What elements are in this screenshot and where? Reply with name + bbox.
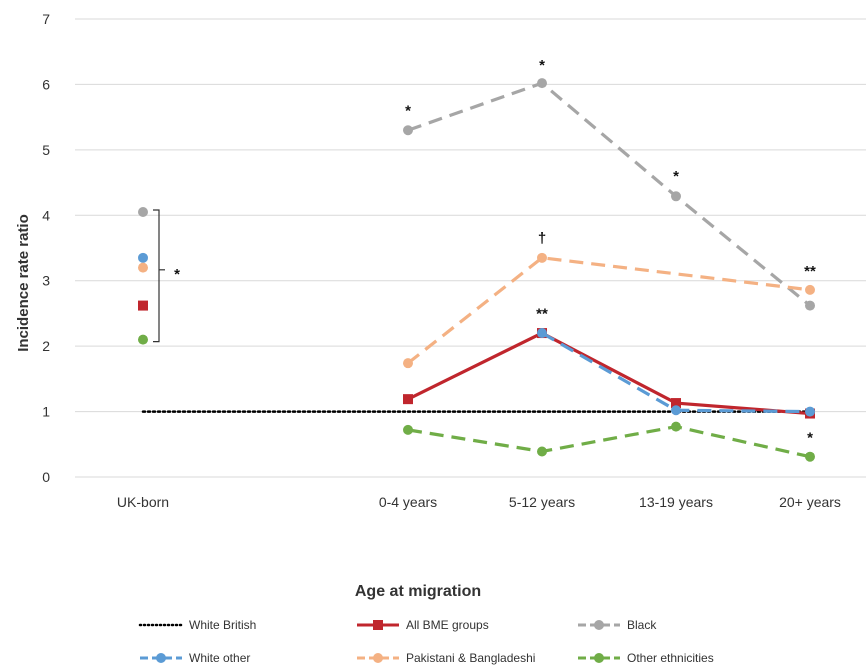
data-point [671,421,681,432]
significance-annotations: ***†****** [174,57,816,447]
data-point [537,78,547,89]
significance-marker-7: ** [804,263,816,280]
y-tick-label-1: 1 [42,404,50,420]
y-axis-ticks: 0 1 2 3 4 5 6 7 [42,11,50,485]
x-tick-label-5: 20+ years [779,494,841,510]
legend-label: White other [189,651,250,665]
series-pakistani-bangladeshi [138,252,815,369]
x-tick-label-4: 13-19 years [639,494,713,510]
series-all-bme-groups [138,300,815,419]
series-line [407,331,811,416]
significance-marker-1: * [174,266,180,283]
data-point [403,424,413,435]
data-point [671,191,681,202]
data-point [671,405,681,416]
y-axis-label: Incidence rate ratio [15,214,32,352]
data-point [138,252,148,263]
data-point [537,328,547,339]
legend-item-black: Black [578,618,657,632]
data-point [138,334,148,345]
data-point [403,394,413,405]
legend-item-pakistani-bangladeshi: Pakistani & Bangladeshi [357,651,535,665]
legend-label: All BME groups [406,618,489,632]
series-other-ethnicities [138,334,815,462]
uk-born-bracket [153,209,165,343]
data-point [403,125,413,136]
legend-label: Other ethnicities [627,651,714,665]
y-tick-label-5: 5 [42,142,50,158]
x-tick-label-1: UK-born [117,494,169,510]
series-black [138,78,815,311]
x-axis-ticks: UK-born 0-4 years 5-12 years 13-19 years 20+… [117,494,841,510]
legend-item-white-british: White British [138,618,256,632]
data-point [138,300,148,311]
legend-item-all-bme-groups: All BME groups [357,618,489,632]
data-point [805,451,815,462]
data-point [403,358,413,369]
series-line [407,81,812,307]
y-tick-label-4: 4 [42,207,50,223]
significance-marker-5: ** [536,305,548,322]
series-line [407,256,811,365]
y-tick-label-7: 7 [42,11,50,27]
bracket-line [153,209,160,343]
y-tick-label-2: 2 [42,338,50,354]
data-point [138,207,148,218]
y-tick-label-6: 6 [42,76,50,92]
y-tick-label-0: 0 [42,469,50,485]
x-axis-label: Age at migration [355,583,481,600]
legend-label: Black [627,618,657,632]
significance-marker-3: * [539,57,545,74]
data-point [537,446,547,457]
x-tick-label-3: 5-12 years [509,494,575,510]
legend-swatch-marker [373,653,383,663]
series-line [407,424,811,459]
legend-item-white-other: White other [140,651,250,665]
series-lines [138,78,815,462]
significance-marker-6: * [673,168,679,185]
y-tick-label-3: 3 [42,273,50,289]
legend-swatch-marker [373,620,383,630]
legend-label: Pakistani & Bangladeshi [406,651,535,665]
data-point [537,252,547,263]
significance-marker-8: * [807,430,813,447]
data-point [138,262,148,273]
series-white-other [138,252,815,417]
data-point [805,284,815,295]
legend-item-other-ethnicities: Other ethnicities [578,651,714,665]
legend-swatch-marker [156,653,166,663]
legend-swatch-marker [594,620,604,630]
x-tick-label-2: 0-4 years [379,494,437,510]
significance-marker-2: * [405,103,411,120]
legend-label: White British [189,618,256,632]
legend: White British All BME groups Black White ot… [138,618,714,665]
data-point [805,300,815,311]
data-point [671,398,681,409]
legend-swatch-marker [594,653,604,663]
significance-marker-4: † [538,230,546,247]
data-point [805,406,815,417]
